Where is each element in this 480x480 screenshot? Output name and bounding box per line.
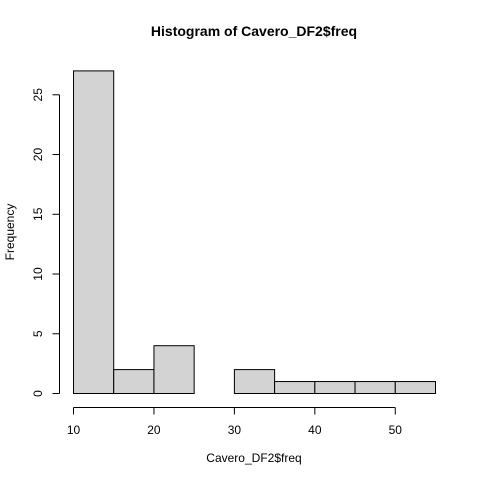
histogram-bar-0	[73, 70, 115, 395]
histogram-bar-8	[394, 381, 436, 394]
y-tick-label-1: 5	[31, 330, 45, 337]
x-tick-label-3: 40	[308, 423, 322, 437]
y-tick-label-3: 15	[31, 207, 45, 221]
x-tick-label-1: 20	[147, 423, 161, 437]
histogram-bar-4	[233, 369, 276, 394]
y-axis-label: Frequency	[3, 204, 17, 261]
y-tick-label-5: 25	[31, 88, 45, 102]
x-axis-label: Cavero_DF2$freq	[206, 451, 301, 465]
bars-group	[73, 70, 436, 395]
histogram-bar-7	[354, 381, 396, 394]
x-tick-label-4: 50	[389, 423, 403, 437]
chart-title: Histogram of Cavero_DF2$freq	[151, 23, 357, 39]
x-tick-label-2: 30	[228, 423, 242, 437]
histogram-bar-1	[113, 369, 155, 394]
y-tick-label-0: 0	[31, 390, 45, 397]
histogram-bar-2	[153, 345, 195, 394]
y-tick-label-4: 20	[31, 148, 45, 162]
x-tick-label-0: 10	[67, 423, 81, 437]
x-axis: 10 20 30 40 50	[67, 407, 403, 437]
y-axis: 0 5 10 15 20 25	[31, 88, 60, 397]
y-tick-label-2: 10	[31, 267, 45, 281]
histogram-bar-5	[274, 381, 316, 394]
histogram-bar-6	[314, 381, 356, 394]
